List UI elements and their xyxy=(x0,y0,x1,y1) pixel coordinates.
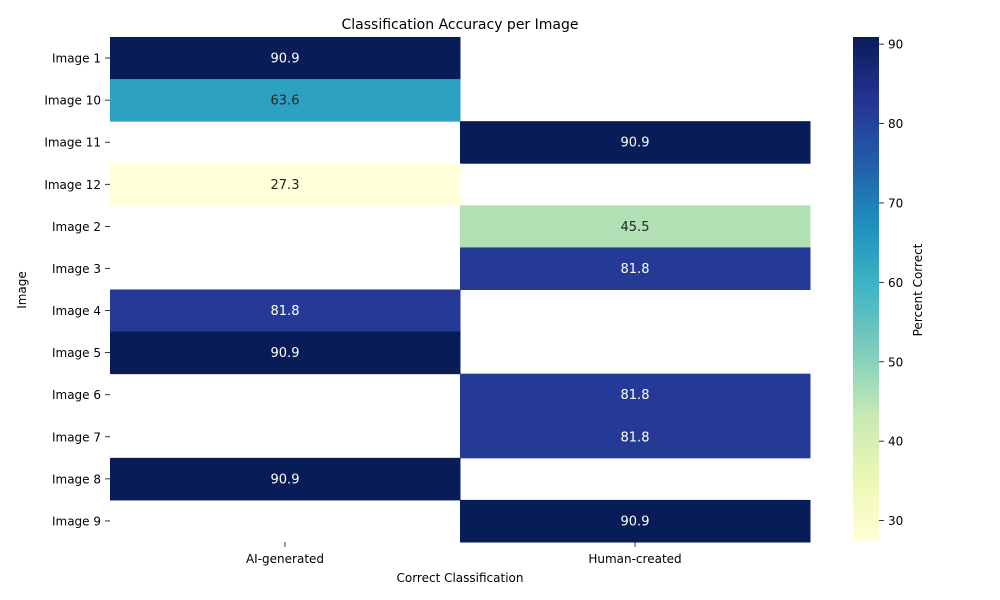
y-tick-label: Image 4 xyxy=(52,304,101,318)
y-tick-label: Image 1 xyxy=(52,52,101,66)
cell-value-label: 27.3 xyxy=(271,178,300,193)
heatmap-cells: 90.9 63.6 90.9 27.3 45.5 81.8 81.8 90.9 81.8 81.8… xyxy=(110,37,811,543)
colorbar xyxy=(853,37,879,542)
cell-value-label: 81.8 xyxy=(621,388,650,403)
heatmap-cell xyxy=(110,457,461,501)
colorbar-ticks: 30 40 50 60 70 80 90 xyxy=(879,38,903,528)
colorbar-label: Percent Correct xyxy=(911,243,925,336)
x-axis-ticks: AI-generated Human-created xyxy=(246,542,682,566)
y-tick-label: Image 3 xyxy=(52,262,101,276)
colorbar-tick-label: 40 xyxy=(888,435,903,449)
cell-value-label: 90.9 xyxy=(621,514,650,529)
cell-value-label: 90.9 xyxy=(271,472,300,487)
heatmap-cell xyxy=(460,373,811,417)
heatmap-cell xyxy=(110,331,461,375)
heatmap-cell xyxy=(110,289,461,333)
cell-value-label: 81.8 xyxy=(621,262,650,277)
x-tick-label: AI-generated xyxy=(246,552,324,566)
heatmap-cell xyxy=(460,121,811,164)
y-tick-label: Image 5 xyxy=(52,346,101,360)
cell-value-label: 90.9 xyxy=(271,346,300,361)
cell-value-label: 63.6 xyxy=(271,94,300,109)
colorbar-tick-label: 90 xyxy=(888,38,903,52)
cell-value-label: 90.9 xyxy=(271,52,300,67)
cell-value-label: 45.5 xyxy=(621,220,650,235)
y-tick-label: Image 12 xyxy=(44,178,101,192)
y-tick-label: Image 6 xyxy=(52,388,101,402)
y-tick-label: Image 2 xyxy=(52,220,101,234)
cell-value-label: 90.9 xyxy=(621,136,650,151)
y-axis-label: Image xyxy=(15,271,29,309)
cell-value-label: 81.8 xyxy=(621,430,650,445)
heatmap-cell xyxy=(110,37,461,80)
x-tick-label: Human-created xyxy=(588,552,681,566)
cell-value-label: 81.8 xyxy=(271,304,300,319)
x-axis-label: Correct Classification xyxy=(396,571,523,585)
heatmap-cell xyxy=(110,79,461,122)
heatmap-cell xyxy=(460,247,811,290)
heatmap-cell xyxy=(460,205,811,248)
colorbar-tick-label: 70 xyxy=(888,196,903,210)
y-tick-label: Image 10 xyxy=(44,94,101,108)
colorbar-tick-label: 50 xyxy=(888,355,903,369)
heatmap-cell xyxy=(460,499,811,543)
colorbar-tick-label: 60 xyxy=(888,276,903,290)
chart-title: Classification Accuracy per Image xyxy=(341,17,578,33)
y-axis-ticks: Image 1 Image 10 Image 11 Image 12 Image 2 Im… xyxy=(44,52,110,528)
heatmap-cell xyxy=(110,163,461,206)
y-tick-label: Image 11 xyxy=(44,136,101,150)
y-tick-label: Image 7 xyxy=(52,430,101,444)
colorbar-tick-label: 80 xyxy=(888,117,903,131)
y-tick-label: Image 8 xyxy=(52,472,101,486)
heatmap-cell xyxy=(460,415,811,459)
colorbar-tick-label: 30 xyxy=(888,514,903,528)
y-tick-label: Image 9 xyxy=(52,514,101,528)
